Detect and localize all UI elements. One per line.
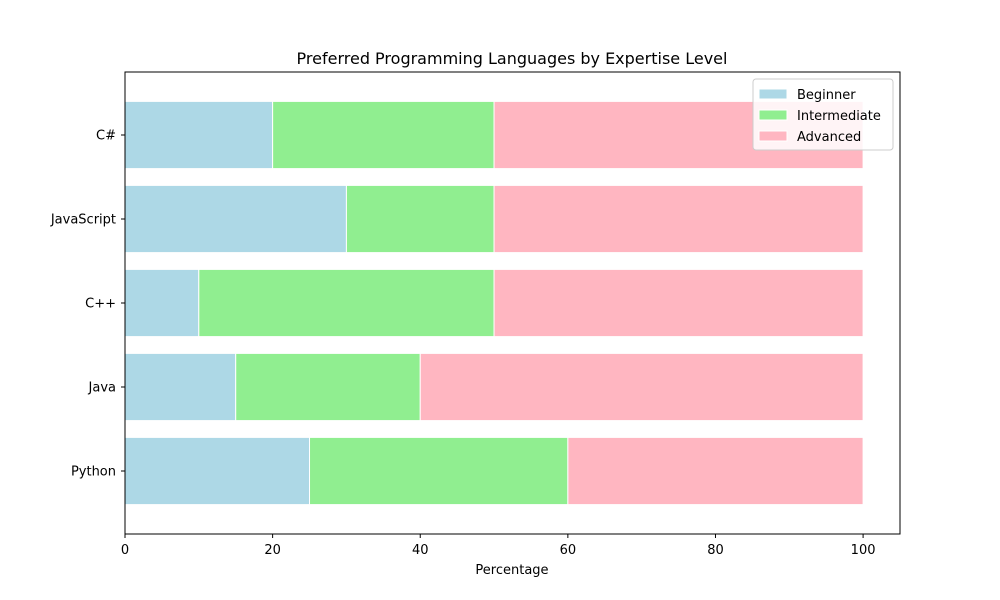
legend-swatch-intermediate [758,109,788,121]
y-axis: Python Java C++ JavaScript C# [50,129,125,480]
y-tick-label: C# [96,129,116,144]
x-tick-label: 20 [264,543,281,558]
y-tick-label: Java [88,381,116,396]
legend-label-intermediate: Intermediate [797,109,881,124]
bar-c--beginner [124,268,200,338]
x-tick-label: 80 [707,543,724,558]
x-axis-title: Percentage [475,563,548,578]
y-tick-label: JavaScript [50,213,116,228]
bar-java-intermediate [235,352,421,422]
legend-box [752,78,894,151]
bar-python-intermediate [309,436,569,506]
x-tick-label: 40 [412,543,429,558]
bar-javascript-beginner [124,184,347,254]
legend: Beginner Intermediate Advanced [752,78,894,151]
x-axis: 0 20 40 60 80 100 [121,534,876,558]
bar-python-advanced [567,436,864,506]
bar-java-advanced [419,352,864,422]
x-tick-label: 0 [121,543,129,558]
bar-python-beginner [124,436,311,506]
bar-c--intermediate [198,268,495,338]
legend-label-advanced: Advanced [797,130,861,145]
y-tick-label: C++ [85,297,116,312]
bar-c--advanced [493,268,864,338]
chart-title: Preferred Programming Languages by Exper… [297,49,728,68]
y-tick-label: Python [71,465,116,480]
legend-swatch-beginner [758,88,788,100]
x-tick-label: 60 [560,543,577,558]
bar-c--intermediate [272,100,495,170]
bar-java-beginner [124,352,237,422]
bar-c--beginner [124,100,274,170]
bar-javascript-intermediate [345,184,495,254]
legend-swatch-advanced [758,130,788,142]
plot-area [124,100,864,506]
bar-javascript-advanced [493,184,864,254]
legend-label-beginner: Beginner [797,88,856,103]
x-tick-label: 100 [851,543,876,558]
